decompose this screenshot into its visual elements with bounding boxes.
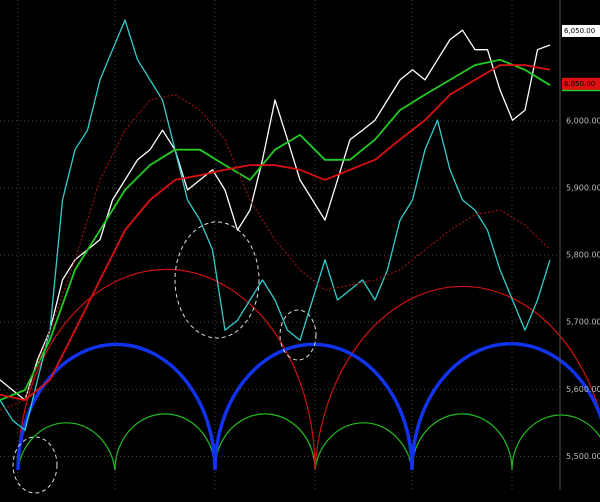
long-cycle [17,268,600,471]
last-value-label: 6,050.00 [564,27,595,35]
y-tick-label: 5,500.00 [566,452,600,461]
y-tick-label: 6,000.00 [566,116,600,125]
series-line [0,29,551,401]
vertical-grid [17,0,513,490]
y-tick-label: 5,900.00 [566,183,600,192]
last-value-bg [562,24,600,37]
cycle-arcs [16,268,600,471]
series-line [0,94,551,411]
last-value-label: 6,050.00 [564,80,595,88]
series-line [0,64,551,401]
highlight-ellipse [279,309,317,361]
highlight-ellipse [174,221,260,339]
short-cycle [17,413,600,471]
series-line [0,58,551,401]
y-tick-label: 5,700.00 [566,318,600,327]
series-line [0,19,551,431]
last-value-box: 6,050.00 [562,77,600,90]
y-tick-label: 5,600.00 [566,385,600,394]
highlights [12,221,317,494]
y-tick-label: 5,800.00 [566,251,600,260]
highlight-ellipse [12,436,58,494]
last-value-box: 6,050.00 [562,24,600,37]
mid-cycle [16,342,600,471]
last-value-bg [562,77,600,90]
